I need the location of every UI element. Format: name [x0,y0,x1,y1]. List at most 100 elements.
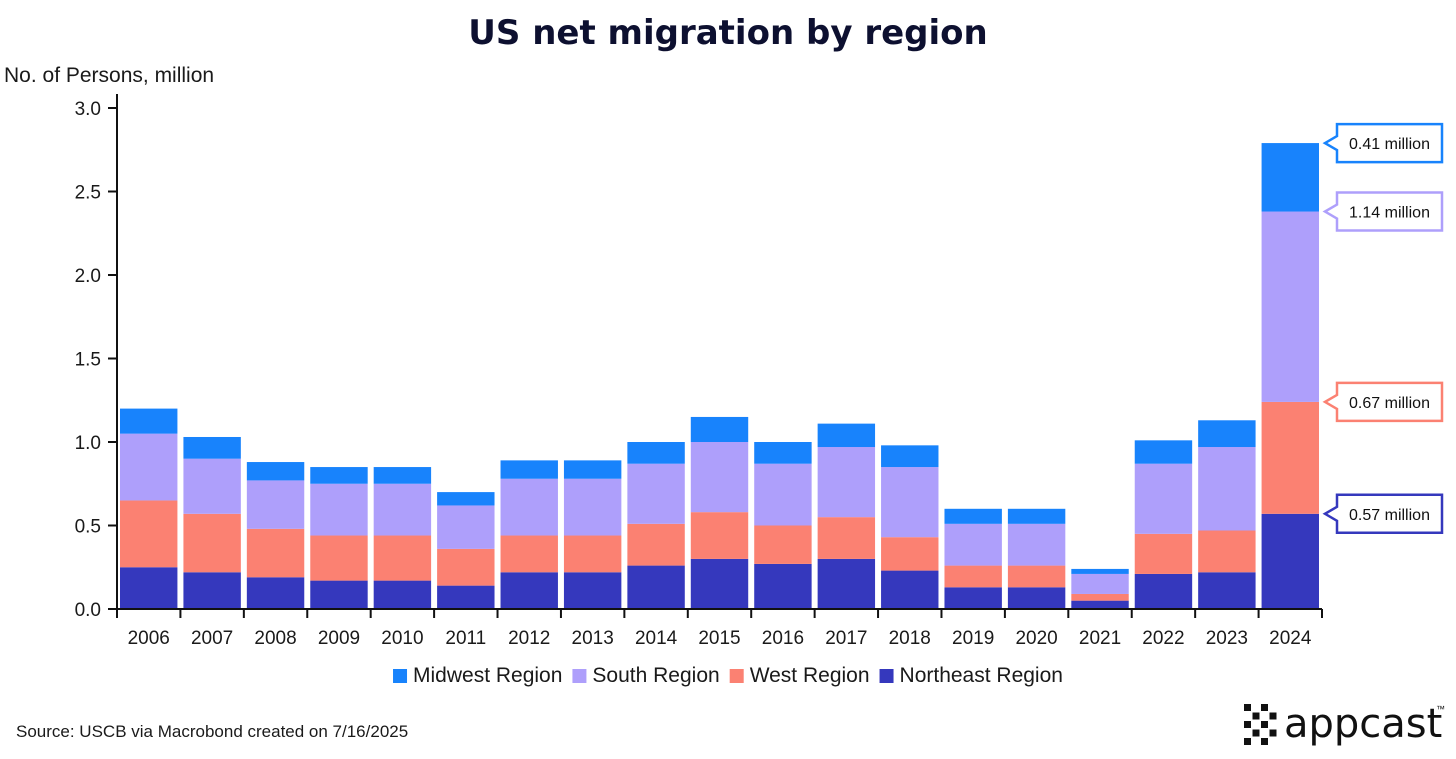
bar-2008-northeast-region [246,577,305,609]
bar-2018-midwest-region [881,445,939,468]
x-tick-label: 2016 [762,628,804,649]
x-tick-label: 2012 [508,628,550,649]
logo-dot [1252,729,1260,737]
x-tick-label: 2006 [128,628,170,649]
bar-2018-west-region [881,537,939,571]
y-tick-label: 1.5 [75,350,101,371]
x-tick-label: 2024 [1269,628,1312,649]
y-tick-label: 2.5 [75,183,101,204]
bar-2011-south-region [437,505,495,549]
callout-label-midwest-region: 0.41 million [1349,136,1430,153]
bars [120,143,1319,609]
callout-box-midwest-region [1322,122,1444,164]
bar-2014-west-region [627,523,685,566]
legend-swatch-south-region [572,669,587,683]
x-tick-label: 2014 [635,628,678,649]
bar-2015-midwest-region [690,416,749,442]
callout-label-south-region: 1.14 million [1349,205,1430,222]
bar-2020-west-region [1007,565,1066,588]
callout-box-south-region [1322,191,1444,232]
x-tick-label: 2019 [952,628,994,649]
bar-2010-south-region [373,483,432,536]
callout-box-northeast-region [1322,493,1444,535]
logo-dot [1244,721,1251,728]
legend-swatch-northeast-region [879,669,894,683]
bar-2014-south-region [627,463,685,524]
x-tick-label: 2015 [698,628,740,649]
bar-2016-west-region [754,525,812,564]
bar-2007-midwest-region [183,436,241,459]
bar-2009-northeast-region [310,580,368,609]
bar-2013-midwest-region [563,460,622,479]
bar-2010-northeast-region [373,580,432,609]
x-tick-label: 2007 [191,628,233,649]
bar-2008-midwest-region [246,462,305,481]
bar-2024-south-region [1261,211,1319,402]
bar-2012-west-region [500,535,558,573]
bar-2013-northeast-region [563,572,622,609]
bar-2021-west-region [1071,593,1129,601]
y-tick-label: 0.0 [75,600,101,621]
y-axis: 0.0 0.5 1.0 1.5 2.0 2.5 3.0 [75,94,118,621]
logo-dot [1244,704,1251,711]
bar-2024-midwest-region [1261,143,1319,212]
bar-2020-south-region [1007,523,1066,566]
bar-2014-midwest-region [627,442,685,464]
logo-dot [1269,712,1277,720]
legend-swatch-west-region [729,669,744,683]
logo-dot [1261,704,1268,711]
bar-2021-south-region [1071,573,1129,594]
bar-2013-west-region [563,535,622,573]
y-tick-label: 3.0 [75,99,101,120]
x-tick-label: 2011 [445,628,486,649]
legend-label-midwest-region: Midwest Region [413,664,562,687]
bar-2009-west-region [310,535,368,581]
appcast-trademark: ™ [1436,704,1445,714]
x-tick-label: 2009 [318,628,360,649]
callout-label-northeast-region: 0.57 million [1349,507,1430,524]
bar-2017-west-region [817,517,876,559]
bar-2008-south-region [246,480,305,529]
callout-box-west-region [1322,381,1444,423]
bar-2012-midwest-region [500,460,558,479]
x-tick-label: 2023 [1206,628,1248,649]
bar-2022-west-region [1134,533,1193,574]
x-tick-label: 2017 [825,628,867,649]
bar-2011-west-region [437,548,495,586]
bar-2022-midwest-region [1134,440,1193,464]
bar-2010-midwest-region [373,467,432,484]
bar-2011-northeast-region [437,585,495,609]
bar-2023-midwest-region [1198,420,1256,448]
chart-title: US net migration by region [468,13,987,53]
bar-2016-northeast-region [754,563,812,609]
x-tick-label: 2013 [572,628,614,649]
appcast-logo-mark-icon [1244,704,1277,745]
bar-2016-south-region [754,463,812,526]
appcast-logo-text: appcast [1284,701,1442,747]
bar-2008-west-region [246,528,305,578]
bar-2007-south-region [183,458,241,514]
bar-2013-south-region [563,478,622,536]
bar-2018-northeast-region [881,570,939,609]
bar-2022-south-region [1134,463,1193,534]
bar-2021-midwest-region [1071,568,1129,574]
x-tick-label: 2018 [889,628,931,649]
legend-label-northeast-region: Northeast Region [900,664,1063,687]
x-tick-label: 2021 [1079,628,1121,649]
legend-label-west-region: West Region [750,664,870,687]
bar-2017-midwest-region [817,423,876,448]
bar-2009-midwest-region [310,467,368,484]
bar-2019-west-region [944,565,1002,588]
bar-2014-northeast-region [627,565,685,609]
logo-dot [1261,721,1268,728]
bar-2022-northeast-region [1134,573,1193,609]
legend: Midwest Region South Region West Region Nor… [393,664,1063,687]
x-tick-label: 2008 [254,628,296,649]
legend-label-south-region: South Region [592,664,719,687]
bar-2019-south-region [944,523,1002,566]
bar-2023-west-region [1198,530,1256,573]
y-tick-label: 0.5 [75,517,101,538]
bar-2015-west-region [690,512,749,559]
bar-2023-south-region [1198,447,1256,531]
